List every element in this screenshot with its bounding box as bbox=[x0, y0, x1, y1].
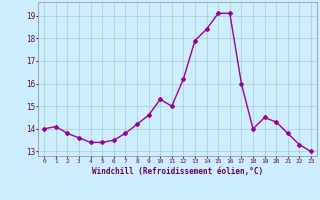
X-axis label: Windchill (Refroidissement éolien,°C): Windchill (Refroidissement éolien,°C) bbox=[92, 167, 263, 176]
